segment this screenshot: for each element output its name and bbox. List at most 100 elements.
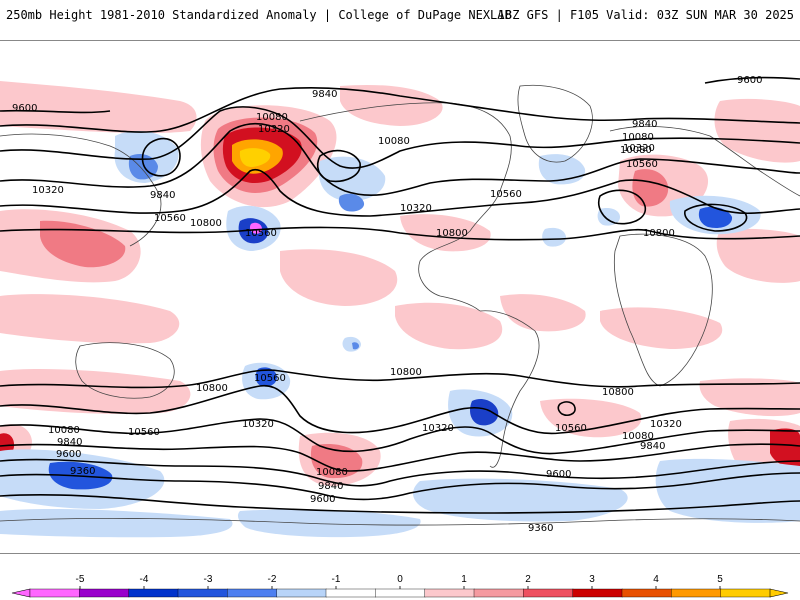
contour-label: 10320 <box>258 124 290 135</box>
anomaly-negative-region <box>698 206 733 228</box>
anomaly-negative-region <box>249 222 262 234</box>
anomaly-negative-region <box>655 458 800 523</box>
anomaly-positive-region <box>600 307 723 349</box>
contour-label: 10800 <box>390 367 422 378</box>
anomaly-negative-region <box>352 342 359 350</box>
coastlines <box>0 84 800 526</box>
colorbar-segment <box>227 588 278 598</box>
colorbar-segment <box>671 588 722 598</box>
colorbar-segments <box>11 588 789 598</box>
anomaly-positive-region <box>714 98 800 163</box>
contour-closed-low-pacific <box>141 137 181 177</box>
contour-label: 10560 <box>254 373 286 384</box>
coastline-africa <box>614 233 713 387</box>
contour-10320-south <box>0 418 800 455</box>
colorbar-segment <box>375 588 426 598</box>
anomaly-negative-region <box>237 509 421 538</box>
anomaly-negative-region <box>469 399 499 426</box>
anomaly-shading <box>0 81 800 538</box>
colorbar-legend: -5 -4 -3 -2 -1 0 1 2 3 4 5 <box>0 565 800 600</box>
contour-9600-south <box>0 472 800 501</box>
colorbar-tick-label: 0 <box>397 574 403 585</box>
colorbar-tick-label: 4 <box>653 574 659 585</box>
colorbar-segment <box>720 588 771 598</box>
contour-label: 10320 <box>400 203 432 214</box>
contour-label: 9840 <box>57 437 82 448</box>
colorbar-tick-label: -2 <box>268 574 277 585</box>
contour-9360-south <box>0 494 800 514</box>
contour-9600-north <box>0 109 111 114</box>
contour-label: 10320 <box>650 419 682 430</box>
contour-9840-south <box>0 458 800 487</box>
contour-label: 10800 <box>436 228 468 239</box>
colorbar-segment <box>128 588 179 598</box>
colorbar-ticks: -5 -4 -3 -2 -1 0 1 2 3 4 5 <box>76 574 723 589</box>
colorbar-arrow-min <box>11 588 31 598</box>
colorbar-tick-label: -5 <box>76 574 85 585</box>
coastline-asia <box>0 133 162 247</box>
contour-label: 10080 <box>316 467 348 478</box>
colorbar-segment <box>424 588 475 598</box>
anomaly-positive-region <box>310 443 363 479</box>
colorbar-arrow-max <box>769 588 789 598</box>
coastline-australia <box>75 342 175 399</box>
contour-label: 10560 <box>490 189 522 200</box>
contour-label: 9840 <box>312 89 337 100</box>
contour-9600-north-east <box>704 76 800 84</box>
map-panel: 9600 9840 10080 10320 10080 10320 9840 1… <box>0 40 800 554</box>
anomaly-negative-region <box>255 367 277 387</box>
colorbar-tick-label: 3 <box>589 574 595 585</box>
anomaly-positive-region <box>699 378 800 417</box>
contour-label: 9840 <box>150 190 175 201</box>
anomaly-negative-region <box>542 227 566 247</box>
anomaly-positive-region <box>280 249 398 306</box>
anomaly-positive-region <box>395 302 503 350</box>
map-title: 250mb Height 1981-2010 Standardized Anom… <box>6 8 512 22</box>
contour-label: 9600 <box>56 449 81 460</box>
anomaly-positive-region <box>40 220 126 268</box>
anomaly-positive-region <box>770 428 800 467</box>
anomaly-negative-region <box>597 207 620 226</box>
contour-9840-north <box>0 87 800 133</box>
contour-label: 10560 <box>626 159 658 170</box>
colorbar-segment <box>473 588 525 598</box>
colorbar: -5 -4 -3 -2 -1 0 1 2 3 4 5 <box>11 574 789 598</box>
contour-label: 10080 <box>622 431 654 442</box>
anomaly-positive-region <box>239 148 271 167</box>
contour-10800-south <box>0 369 800 389</box>
colorbar-segment <box>276 588 327 598</box>
run-info: 18Z GFS | F105 Valid: 03Z SUN MAR 30 202… <box>497 8 794 22</box>
contour-closed-low-europe <box>684 203 748 232</box>
anomaly-positive-region <box>540 398 642 438</box>
anomaly-positive-region <box>400 214 491 252</box>
coastline-antarctica <box>0 517 800 526</box>
contour-closed-low-canada <box>316 149 361 183</box>
contour-label: 9600 <box>310 494 335 505</box>
anomaly-positive-region <box>0 294 180 344</box>
contour-label: 9840 <box>318 481 343 492</box>
anomaly-negative-region <box>0 508 233 538</box>
colorbar-tick-label: -3 <box>204 574 213 585</box>
anomaly-positive-region <box>632 169 669 207</box>
colorbar-segment <box>177 588 229 598</box>
contour-label: 9360 <box>70 466 95 477</box>
contour-label: 9600 <box>12 103 37 114</box>
colorbar-segment <box>621 588 673 598</box>
contour-label: 9360 <box>528 523 553 534</box>
contour-label: 10080 <box>378 136 410 147</box>
colorbar-segment <box>325 588 377 598</box>
contour-label: 10320 <box>32 185 64 196</box>
contour-label: 9600 <box>546 469 571 480</box>
contour-10320-north <box>0 123 800 196</box>
contour-10560-north <box>0 169 800 217</box>
contour-label: 10800 <box>643 228 675 239</box>
colorbar-tick-label: 5 <box>717 574 723 585</box>
colorbar-tick-label: 2 <box>525 574 531 585</box>
map-canvas: 9600 9840 10080 10320 10080 10320 9840 1… <box>0 75 800 538</box>
colorbar-segment <box>572 588 623 598</box>
contour-10800-north <box>0 226 800 241</box>
anomaly-negative-region <box>413 478 628 522</box>
anomaly-positive-region <box>500 294 586 332</box>
coastline-europe <box>609 126 800 197</box>
coastline-south-america <box>479 310 540 468</box>
